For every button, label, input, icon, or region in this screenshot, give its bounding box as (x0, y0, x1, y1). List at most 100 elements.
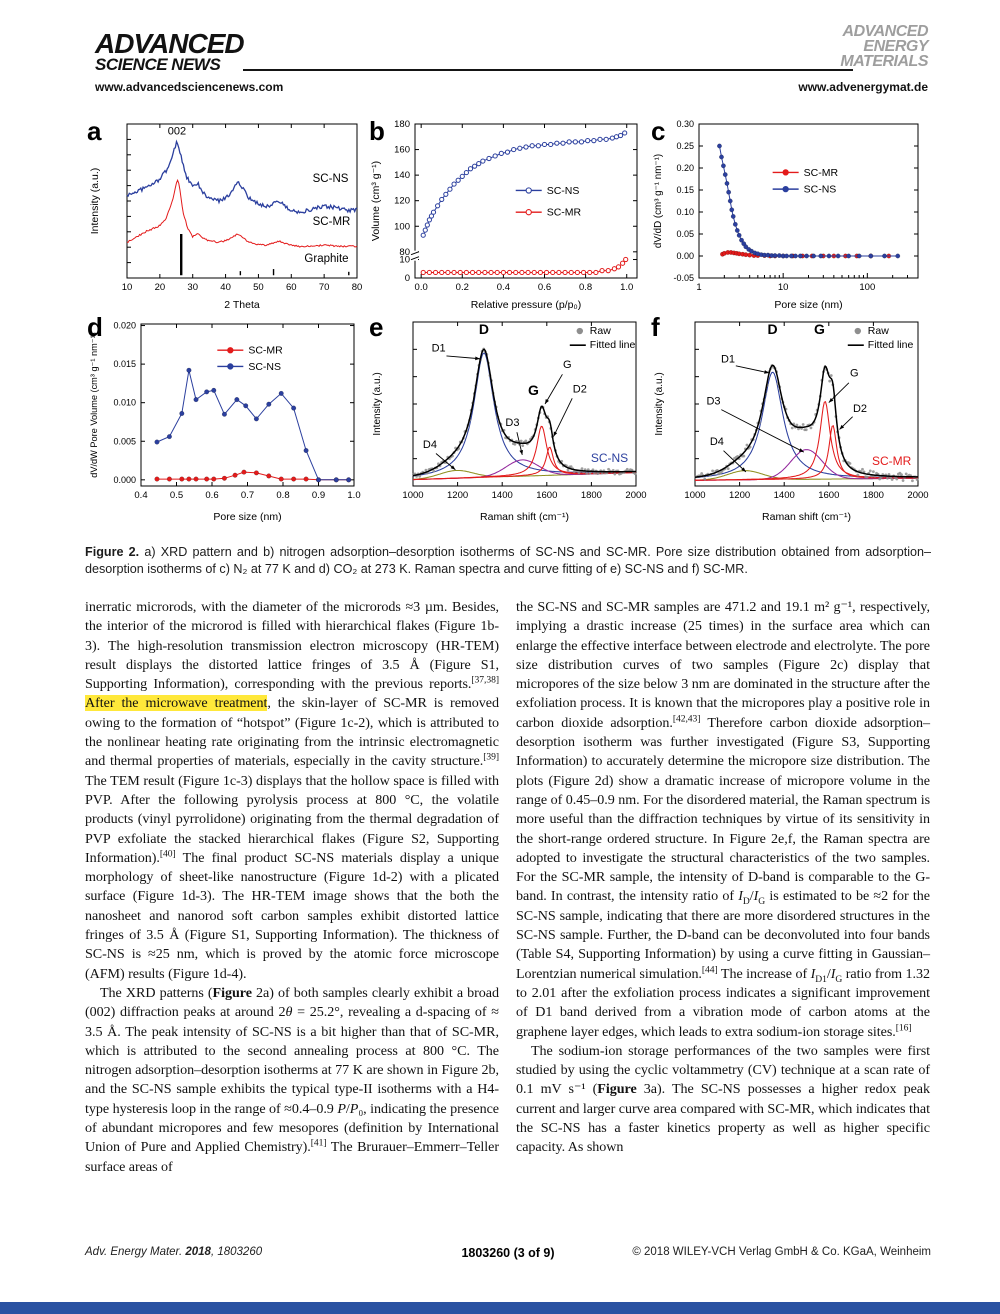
svg-text:Raman shift (cm⁻¹): Raman shift (cm⁻¹) (480, 511, 569, 523)
figure-panel-b: b 0.0 0.2 0.4 0.6 0.8 1.0 0 10 80 100 120 140 160 180… (367, 116, 649, 312)
svg-text:-0.05: -0.05 (673, 273, 694, 283)
svg-text:SC-MR: SC-MR (804, 167, 839, 179)
paragraph: the SC-NS and SC-MR samples are 471.2 an… (516, 599, 930, 1040)
advanced-energy-materials-logo: ADVANCED ENERGY MATERIALS (840, 23, 929, 70)
body-right-column: the SC-NS and SC-MR samples are 471.2 an… (516, 598, 930, 1218)
svg-text:SC-NS: SC-NS (248, 361, 281, 373)
paragraph: The XRD patterns (Figure 2a) of both sam… (85, 984, 499, 1175)
svg-text:Intensity (a.u.): Intensity (a.u.) (89, 168, 101, 235)
isotherm-series-SC-MR (420, 256, 629, 276)
svg-text:1400: 1400 (774, 490, 795, 501)
svg-text:D2: D2 (853, 403, 867, 415)
svg-text:0.5: 0.5 (170, 490, 183, 501)
svg-text:160: 160 (394, 145, 410, 156)
svg-text:2 Theta: 2 Theta (224, 299, 260, 310)
svg-text:Fitted line: Fitted line (868, 339, 914, 351)
svg-text:G: G (528, 382, 539, 398)
svg-text:1200: 1200 (729, 490, 750, 501)
xrd-curve-SC-NS (126, 139, 358, 215)
svg-text:Intensity (a.u.): Intensity (a.u.) (372, 372, 383, 435)
svg-text:0.6: 0.6 (538, 282, 551, 293)
svg-text:1000: 1000 (684, 490, 705, 501)
svg-text:G: G (814, 321, 825, 337)
svg-text:0.00: 0.00 (676, 251, 694, 261)
svg-text:0.000: 0.000 (113, 475, 136, 485)
svg-text:1800: 1800 (863, 490, 884, 501)
svg-text:dV/dD (cm³ g⁻¹ nm⁻¹): dV/dD (cm³ g⁻¹ nm⁻¹) (653, 154, 664, 248)
figure-panel-e: e 1000 1200 1400 1600 1800 2000 Raman shift (c… (367, 312, 649, 528)
raman-scns-chart: 1000 1200 1400 1600 1800 2000 Raman shift (cm⁻… (367, 312, 648, 529)
svg-text:100: 100 (859, 282, 875, 293)
svg-text:1200: 1200 (447, 490, 468, 501)
svg-text:0.25: 0.25 (676, 141, 694, 151)
svg-text:20: 20 (155, 282, 166, 293)
advanced-science-news-logo: ADVANCED SCIENCE NEWS (95, 28, 245, 75)
paragraph: inerratic microrods, with the diameter o… (85, 599, 500, 982)
panel-letter-c: c (651, 116, 666, 146)
svg-text:0.9: 0.9 (312, 490, 325, 501)
svg-text:SC-MR: SC-MR (547, 207, 582, 219)
svg-text:G: G (563, 359, 572, 371)
raman-fitted-line (412, 348, 636, 477)
svg-text:Fitted line: Fitted line (590, 339, 636, 351)
chart-d: 0.4 0.5 0.6 0.7 0.8 0.9 1.0 0.000 0.005 0.010 0.01… (89, 321, 361, 523)
chart-c: 1 10 100 -0.05 0.00 0.05 0.10 0.15 0.20 0.25 0.30 P… (653, 119, 919, 311)
svg-text:10: 10 (399, 255, 410, 266)
svg-text:G: G (850, 367, 859, 379)
svg-text:Intensity (a.u.): Intensity (a.u.) (654, 372, 665, 435)
svg-text:60: 60 (286, 282, 297, 293)
svg-text:80: 80 (399, 247, 410, 258)
svg-text:SC-MR: SC-MR (248, 345, 283, 357)
svg-text:0.6: 0.6 (205, 490, 218, 501)
figure-2: a 10 20 30 40 50 60 70 80 2 Theta Intensity (a.u.… (85, 116, 933, 530)
logo-line: ADVANCED (842, 23, 929, 40)
svg-text:D3: D3 (505, 417, 519, 429)
svg-text:1: 1 (696, 282, 701, 293)
body-text: inerratic microrods, with the diameter o… (85, 598, 931, 1218)
isotherm-series-SC-NS (420, 130, 628, 238)
sample-label-SC-NS: SC-NS (591, 451, 628, 465)
svg-text:0.010: 0.010 (113, 398, 136, 408)
svg-text:SC-NS: SC-NS (547, 185, 580, 197)
svg-text:1.0: 1.0 (620, 282, 633, 293)
svg-text:SC-NS: SC-NS (313, 173, 349, 185)
svg-text:1400: 1400 (492, 490, 513, 501)
svg-text:002: 002 (168, 125, 186, 137)
svg-text:50: 50 (253, 282, 264, 293)
raman-fitted-line (694, 364, 918, 478)
svg-text:0.8: 0.8 (276, 490, 289, 501)
svg-text:0.8: 0.8 (579, 282, 592, 293)
right-site-url[interactable]: www.advenergymat.de (798, 80, 928, 94)
bottom-accent-bar (0, 1302, 1000, 1314)
svg-text:180: 180 (394, 119, 410, 130)
svg-text:D1: D1 (432, 343, 446, 355)
panel-letter-e: e (369, 312, 384, 342)
svg-text:Raw: Raw (868, 325, 889, 337)
svg-text:100: 100 (394, 221, 410, 232)
svg-text:D4: D4 (423, 439, 437, 451)
svg-text:1600: 1600 (536, 490, 557, 501)
logo-line: MATERIALS (840, 53, 928, 70)
figure-panel-d: d 0.4 0.5 0.6 0.7 0.8 0.9 1.0 0.000 0.005 0.010 0.… (85, 312, 367, 528)
paragraph: The sodium-ion storage performances of t… (516, 1042, 930, 1156)
svg-text:40: 40 (220, 282, 231, 293)
isotherm-chart: 0.0 0.2 0.4 0.6 0.8 1.0 0 10 80 100 120 140 160 180 Re… (367, 116, 647, 315)
left-site-url[interactable]: www.advancedsciencenews.com (95, 80, 284, 94)
svg-text:80: 80 (352, 282, 363, 293)
svg-text:0.005: 0.005 (113, 436, 136, 446)
chart-a: 10 20 30 40 50 60 70 80 2 Theta Intensity (a.u.) S… (89, 123, 363, 311)
svg-text:Raman shift (cm⁻¹): Raman shift (cm⁻¹) (762, 511, 851, 523)
svg-text:0.30: 0.30 (676, 119, 694, 129)
svg-text:30: 30 (187, 282, 198, 293)
panel-letter-a: a (87, 116, 102, 146)
svg-text:70: 70 (319, 282, 330, 293)
svg-text:0.4: 0.4 (134, 490, 147, 501)
svg-text:10: 10 (778, 282, 789, 293)
svg-text:Pore size (nm): Pore size (nm) (213, 511, 281, 523)
svg-text:0: 0 (405, 273, 410, 284)
svg-text:D2: D2 (573, 384, 587, 396)
pore-size-log-chart: 1 10 100 -0.05 0.00 0.05 0.10 0.15 0.20 0.25 0.30 P… (649, 116, 930, 315)
svg-text:2000: 2000 (907, 490, 928, 501)
svg-text:D: D (768, 321, 778, 337)
svg-text:1800: 1800 (581, 490, 602, 501)
